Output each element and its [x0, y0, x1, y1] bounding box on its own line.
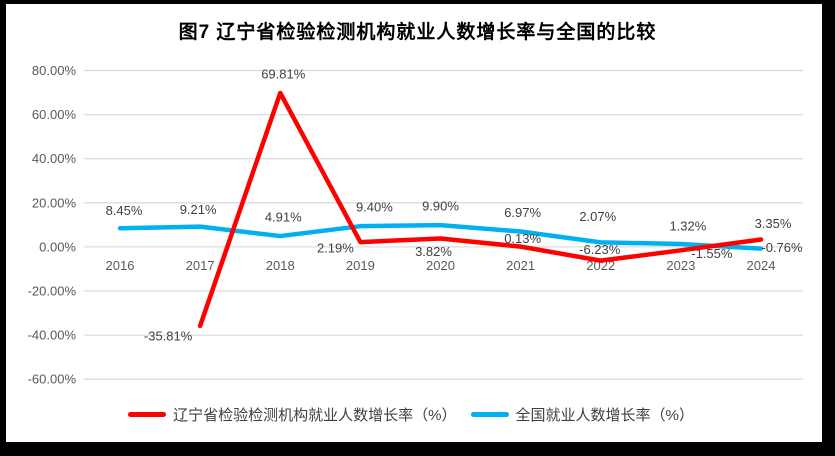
legend-item-national: 全国就业人数增长率（%）: [470, 404, 694, 425]
legend-item-liaoning: 辽宁省检验检测机构就业人数增长率（%）: [128, 404, 457, 425]
svg-text:-35.81%: -35.81%: [144, 328, 193, 343]
svg-text:80.00%: 80.00%: [32, 63, 77, 78]
svg-text:0.13%: 0.13%: [504, 231, 541, 246]
svg-text:2021: 2021: [506, 258, 535, 273]
gridlines: [84, 69, 803, 380]
svg-text:60.00%: 60.00%: [32, 107, 77, 122]
svg-text:2019: 2019: [346, 258, 375, 273]
legend-label-liaoning: 辽宁省检验检测机构就业人数增长率（%）: [173, 407, 457, 424]
svg-text:40.00%: 40.00%: [32, 151, 77, 166]
legend-label-national: 全国就业人数增长率（%）: [515, 407, 694, 424]
svg-text:2017: 2017: [186, 258, 215, 273]
frame-border-top: [0, 0, 835, 4]
svg-text:2.07%: 2.07%: [579, 209, 616, 224]
svg-text:9.21%: 9.21%: [180, 202, 217, 217]
svg-text:0.00%: 0.00%: [39, 239, 76, 254]
x-axis-tick-labels: 2016 2017 2018 2019 2020 2021 2022 2023 2024: [106, 258, 776, 273]
legend-blue-line-swatch: [470, 412, 509, 417]
svg-text:2.19%: 2.19%: [317, 241, 354, 256]
y-axis-tick-labels: 80.00% 60.00% 40.00% 20.00% 0.00% -20.00% -40.…: [28, 63, 77, 387]
svg-text:-40.00%: -40.00%: [28, 328, 77, 343]
svg-text:2018: 2018: [266, 258, 295, 273]
svg-text:9.90%: 9.90%: [422, 199, 459, 214]
svg-text:20.00%: 20.00%: [32, 195, 77, 210]
svg-text:-60.00%: -60.00%: [28, 372, 77, 387]
svg-text:-20.00%: -20.00%: [28, 284, 77, 299]
chart-title: 图7 辽宁省检验检测机构就业人数增长率与全国的比较: [178, 22, 657, 43]
svg-text:69.81%: 69.81%: [261, 66, 306, 81]
svg-text:2020: 2020: [426, 258, 455, 273]
svg-text:-6.23%: -6.23%: [579, 242, 621, 257]
data-labels: -35.81% 69.81% 2.19% 3.82% 0.13% -6.23% -1.55%…: [106, 66, 803, 343]
svg-text:2016: 2016: [106, 258, 135, 273]
svg-text:-1.55%: -1.55%: [691, 246, 733, 261]
frame-border-left: [0, 0, 6, 442]
svg-text:8.45%: 8.45%: [106, 203, 143, 218]
frame-border-bottom: [0, 442, 835, 456]
svg-text:2024: 2024: [747, 258, 776, 273]
chart-legend: 辽宁省检验检测机构就业人数增长率（%） 全国就业人数增长率（%）: [0, 404, 822, 425]
series-line-national: [117, 222, 764, 251]
legend-red-line-swatch: [128, 412, 167, 417]
svg-text:9.40%: 9.40%: [356, 200, 393, 215]
svg-text:3.82%: 3.82%: [415, 244, 452, 259]
svg-text:6.97%: 6.97%: [504, 205, 541, 220]
frame-border-right: [822, 0, 835, 442]
series-line-liaoning: [197, 90, 764, 329]
svg-text:-0.76%: -0.76%: [761, 240, 803, 255]
svg-text:2023: 2023: [666, 258, 695, 273]
svg-text:3.35%: 3.35%: [755, 216, 792, 231]
svg-text:4.91%: 4.91%: [265, 210, 302, 225]
svg-text:1.32%: 1.32%: [669, 218, 706, 233]
